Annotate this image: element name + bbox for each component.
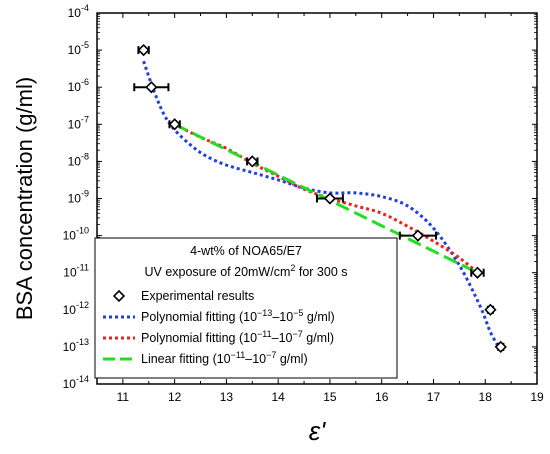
x-tick-label: 12 — [168, 390, 182, 404]
y-tick-label: 10-11 — [63, 263, 89, 280]
data-point-marker — [484, 303, 497, 316]
y-axis-title: BSA concentration (g/ml) — [12, 77, 37, 320]
series-layer — [133, 43, 507, 354]
x-tick-label: 13 — [220, 390, 234, 404]
data-point-marker — [411, 229, 425, 242]
data-point-marker — [168, 118, 181, 131]
x-tick-label: 11 — [117, 390, 130, 404]
y-axis-ticks: 10-14 10-13 10-12 10-11 10-10 10-9 10-8 10-7 10-… — [63, 3, 537, 391]
data-point-marker — [137, 43, 150, 57]
x-tick-label: 14 — [271, 390, 285, 404]
legend-title-line2: UV exposure of 20mW/cm2 for 300 s — [144, 263, 347, 279]
y-tick-label: 10-13 — [63, 337, 89, 354]
data-point-marker — [145, 81, 158, 94]
legend-marker-diamond — [112, 289, 126, 303]
data-point-marker — [246, 155, 259, 168]
legend-box — [94, 237, 398, 379]
x-tick-label: 19 — [530, 390, 544, 404]
y-tick-label: 10-9 — [68, 189, 89, 206]
data-point-marker — [471, 266, 484, 279]
y-tick-label: 10-10 — [63, 226, 89, 243]
legend-title-line1: 4-wt% of NOA65/E7 — [190, 244, 302, 258]
y-tick-label: 10-14 — [63, 374, 89, 391]
x-tick-label: 17 — [427, 390, 441, 404]
x-tick-label: 18 — [479, 390, 493, 404]
legend-entry-label: Experimental results — [141, 289, 254, 303]
x-axis-title: ε' — [309, 416, 326, 446]
x-axis-ticks: 11 12 13 14 15 16 17 18 19 — [117, 13, 544, 404]
y-tick-label: 10-8 — [68, 151, 89, 168]
y-tick-label: 10-5 — [68, 40, 89, 57]
y-tick-label: 10-6 — [68, 77, 89, 94]
y-tick-label: 10-12 — [63, 300, 89, 317]
y-tick-label: 10-7 — [68, 114, 89, 131]
legend-entry-label: Polynomial fitting (10−13–10−5 g/ml) — [141, 308, 335, 324]
data-point-marker — [323, 192, 337, 205]
legend-entry-label: Polynomial fitting (10−11–10−7 g/ml) — [141, 329, 334, 345]
legend-entry-label: Linear fitting (10−11–10−7 g/ml) — [141, 350, 308, 366]
legend: 4-wt% of NOA65/E7 UV exposure of 20mW/cm2… — [94, 237, 398, 379]
x-tick-label: 16 — [375, 390, 389, 404]
data-point-marker — [494, 340, 507, 354]
x-tick-label: 15 — [323, 390, 337, 404]
y-tick-label: 10-4 — [68, 3, 89, 20]
